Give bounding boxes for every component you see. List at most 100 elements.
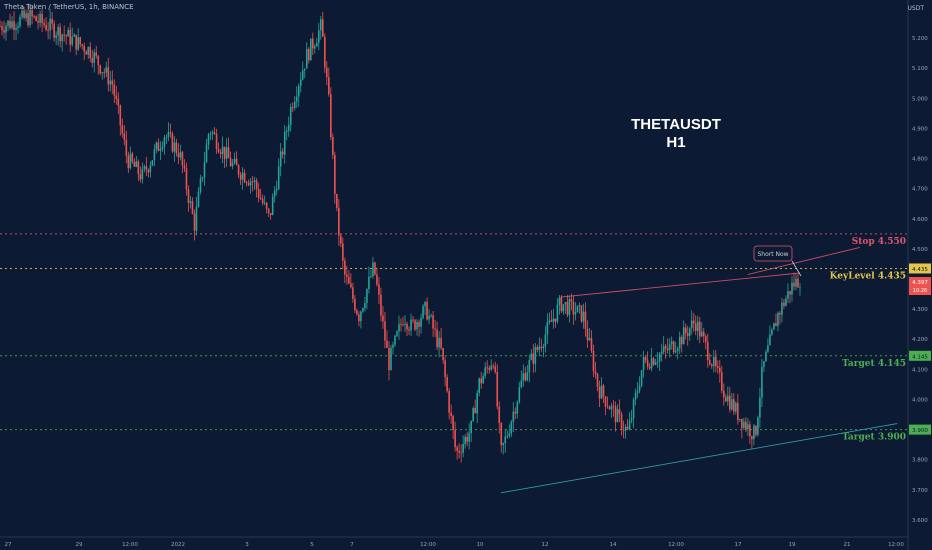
y-tick-label: 4.300	[912, 307, 928, 313]
candle-body	[769, 334, 771, 346]
candle-body	[3, 30, 5, 33]
candle-body	[544, 334, 547, 347]
candle-body	[81, 44, 84, 46]
candle-body	[516, 401, 519, 414]
candle-body	[139, 174, 142, 180]
candle-body	[761, 366, 763, 398]
y-tick-label: 4.600	[912, 217, 928, 223]
candle-body	[540, 346, 543, 349]
candle-body	[39, 13, 41, 23]
candle-body	[793, 282, 795, 287]
candle-body	[668, 344, 671, 351]
candle-body	[181, 152, 184, 166]
candle-body	[187, 189, 190, 203]
candle-body	[177, 152, 180, 158]
candle-body	[382, 315, 384, 322]
candle-body	[731, 399, 733, 410]
candle-body	[757, 417, 759, 435]
candle-body	[392, 344, 394, 348]
candle-body	[616, 409, 619, 423]
candle-body	[47, 29, 49, 31]
candle-body	[783, 302, 785, 306]
x-tick-label: 17	[735, 542, 742, 548]
candle-body	[185, 168, 188, 190]
candle-body	[520, 380, 523, 388]
candle-body	[638, 385, 641, 391]
candle-body	[143, 166, 146, 169]
candle-body	[205, 144, 208, 163]
candle-body	[773, 323, 775, 330]
pair-label: THETAUSDT	[631, 116, 721, 133]
candle-body	[472, 407, 474, 421]
candle-body	[482, 376, 485, 384]
x-tick-label: 5	[310, 542, 314, 548]
candle-body	[410, 319, 412, 331]
candle-body	[588, 338, 591, 341]
candle-body	[29, 10, 31, 26]
trendline	[500, 423, 898, 494]
candle-body	[654, 362, 657, 365]
candle-body	[51, 18, 53, 24]
candle-body	[366, 289, 368, 304]
candle-body	[582, 311, 585, 322]
candle-body	[21, 10, 23, 17]
candle-body	[85, 51, 88, 55]
candle-body	[446, 377, 448, 392]
candle-body	[721, 372, 723, 391]
candle-body	[574, 312, 577, 315]
candle-body	[608, 407, 611, 410]
candle-body	[235, 158, 238, 166]
candle-body	[678, 336, 681, 349]
candle-body	[87, 46, 90, 55]
candle-body	[462, 444, 464, 453]
y-tick-label: 5.200	[912, 36, 928, 42]
candle-body	[105, 67, 108, 73]
level-label: Stop 4.550	[852, 237, 906, 247]
candle-body	[129, 153, 132, 169]
y-tick-label: 3.800	[912, 458, 928, 464]
candle-body	[618, 409, 621, 415]
candle-body	[682, 327, 685, 345]
candle-body	[71, 36, 73, 45]
candle-body	[777, 312, 779, 327]
candle-body	[522, 373, 525, 381]
candle-body	[324, 36, 326, 68]
candle-body	[360, 311, 362, 322]
candle-body	[243, 172, 246, 183]
candle-body	[55, 35, 57, 38]
candle-body	[436, 329, 438, 348]
candle-body	[364, 303, 366, 309]
candle-body	[45, 25, 47, 30]
candle-body	[606, 406, 609, 408]
candle-body	[610, 405, 613, 410]
level-tag: 4.145	[912, 354, 928, 360]
candle-body	[658, 354, 661, 362]
candle-body	[642, 357, 645, 371]
candle-body	[19, 16, 21, 27]
candle-body	[737, 403, 739, 421]
candle-body	[741, 419, 743, 428]
candle-body	[458, 450, 460, 453]
candle-body	[747, 424, 749, 429]
x-tick-label: 12	[542, 542, 549, 548]
candle-body	[508, 433, 511, 436]
candle-body	[322, 19, 324, 37]
candle-body	[558, 297, 561, 305]
candle-body	[153, 149, 156, 161]
candle-body	[670, 341, 673, 345]
candle-body	[592, 350, 595, 372]
candle-body	[207, 134, 210, 145]
candle-body	[759, 397, 761, 418]
candle-body	[7, 20, 9, 26]
candle-body	[311, 38, 314, 49]
candle-body	[580, 305, 583, 322]
candle-body	[287, 124, 290, 131]
candle-body	[237, 165, 240, 175]
candle-body	[271, 196, 274, 215]
candle-body	[386, 340, 388, 348]
candle-body	[698, 321, 701, 337]
x-tick-label: 7	[350, 542, 354, 548]
candle-body	[35, 16, 37, 22]
candle-body	[767, 345, 769, 352]
